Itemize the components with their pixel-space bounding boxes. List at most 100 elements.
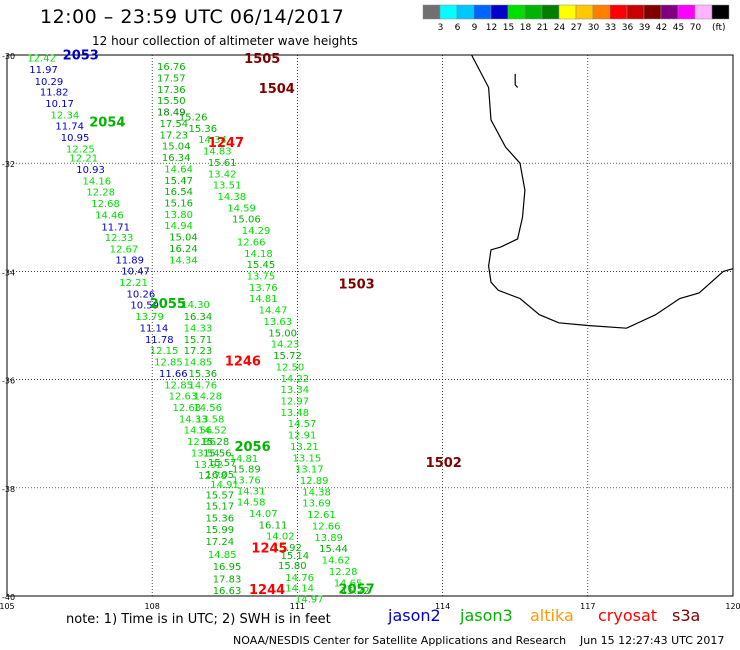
wave-height-value: 13.51 <box>213 181 242 192</box>
wave-height-value: 16.63 <box>213 586 242 597</box>
satellite-legend-s3a: s3a <box>672 606 701 625</box>
wave-height-value: 11.71 <box>101 222 130 233</box>
wave-height-value: 14.38 <box>302 487 331 498</box>
lon-tick-label: 120 <box>725 602 740 611</box>
wave-height-value: 14.76 <box>189 380 218 391</box>
wave-height-value: 14.64 <box>164 164 193 175</box>
wave-height-value: 14.81 <box>230 454 259 465</box>
wave-height-value: 14.14 <box>285 584 314 595</box>
wave-height-value: 18.49 <box>157 108 186 119</box>
wave-height-value: 15.06 <box>232 215 261 226</box>
wave-height-value: 17.36 <box>157 85 186 96</box>
wave-height-value: 14.23 <box>271 340 300 351</box>
wave-height-value: 16.11 <box>259 520 288 531</box>
wave-height-value: 13.42 <box>208 169 237 180</box>
wave-height-value: 12.25 <box>66 144 95 155</box>
island-outline <box>514 73 519 88</box>
wave-height-value: 12.63 <box>169 392 198 403</box>
colorbar-tick-label: 70 <box>690 23 702 33</box>
wave-height-value: 15.56 <box>203 448 232 459</box>
wave-height-value: 15.72 <box>273 351 302 362</box>
wave-height-value: 14.30 <box>181 300 210 311</box>
wave-height-value: 15.22 <box>341 586 370 597</box>
wave-height-value: 13.89 <box>314 533 343 544</box>
wave-height-value: 15.04 <box>169 233 198 244</box>
wave-height-value: 15.04 <box>162 142 191 153</box>
wave-height-value: 15.57 <box>205 491 234 502</box>
pass-number-label: 1505 <box>244 52 280 67</box>
lat-tick-label: -30 <box>2 52 15 61</box>
wave-height-value: 13.80 <box>164 210 193 221</box>
wave-height-value: 16.54 <box>164 187 193 198</box>
wave-height-value: 14.81 <box>249 294 278 305</box>
map-frame <box>6 54 734 597</box>
wave-height-value: 14.97 <box>295 594 324 605</box>
wave-height-value: 14.91 <box>210 480 239 491</box>
lat-tick-label: -38 <box>2 485 15 494</box>
credit-line: NOAA/NESDIS Center for Satellite Applica… <box>233 634 567 647</box>
wave-height-value: 15.92 <box>273 543 302 554</box>
wave-height-value: 14.56 <box>184 426 213 437</box>
pass-number-label: 1245 <box>251 542 287 557</box>
lon-tick-label: 114 <box>435 602 450 611</box>
wave-height-value: 12.66 <box>237 237 266 248</box>
wave-height-value: 17.23 <box>184 346 213 357</box>
pass-number-label: 1503 <box>339 278 375 293</box>
colorbar-tick-label: 18 <box>520 23 532 33</box>
colorbar-tick-label: 12 <box>486 23 497 33</box>
wave-height-value: 14.65 <box>334 578 363 589</box>
wave-height-value: 10.29 <box>35 77 64 88</box>
pass-number-label: 2054 <box>89 115 125 130</box>
wave-height-value: 16.34 <box>162 153 191 164</box>
wave-height-value: 15.44 <box>319 544 348 555</box>
colorbar-swatch <box>711 4 730 20</box>
wave-height-value: 12.85 <box>164 380 193 391</box>
pass-number-label: 1504 <box>259 82 295 97</box>
wave-height-value: 12.89 <box>300 476 329 487</box>
wave-height-value: 12.21 <box>119 278 148 289</box>
wave-height-value: 11.14 <box>140 323 169 334</box>
wave-height-value: 13.21 <box>290 442 319 453</box>
colorbar-tick-label: 24 <box>554 23 566 33</box>
wave-height-value: 14.83 <box>203 147 232 158</box>
wave-height-value: 14.52 <box>198 426 227 437</box>
pass-number-label: 2053 <box>63 48 99 63</box>
wave-height-value: 14.47 <box>259 306 288 317</box>
footnote: note: 1) Time is in UTC; 2) SWH is in fe… <box>66 612 331 627</box>
colorbar-tick-label: 21 <box>537 23 548 33</box>
wave-height-value: 12.86 <box>187 437 216 448</box>
wave-height-value: 14.18 <box>244 249 273 260</box>
colorbar-tick-label: 42 <box>656 23 667 33</box>
wave-height-value: 16.95 <box>213 562 242 573</box>
wave-height-value: 14.59 <box>227 203 256 214</box>
lat-tick-label: -34 <box>2 268 15 277</box>
wave-height-value: 11.78 <box>145 335 174 346</box>
colorbar-tick-label: 27 <box>571 23 582 33</box>
wave-height-value: 17.23 <box>159 130 188 141</box>
lat-tick-label: -40 <box>2 593 15 602</box>
wave-height-value: 13.92 <box>194 460 223 471</box>
wave-height-value: 14.38 <box>218 192 247 203</box>
wave-height-value: 12.42 <box>27 53 56 64</box>
wave-height-value: 14.33 <box>184 323 213 334</box>
pass-number-label: 1246 <box>225 355 261 370</box>
wave-height-value: 15.00 <box>268 328 297 339</box>
wave-height-value: 12.50 <box>276 362 305 373</box>
satellite-legend-altika: altika <box>530 606 574 625</box>
wave-height-value: 14.85 <box>208 550 237 561</box>
colorbar-tick-label: 15 <box>503 23 514 33</box>
wave-height-value: 13.58 <box>196 414 225 425</box>
wave-height-value: 12.21 <box>69 154 98 165</box>
wave-height-value: 13.48 <box>280 408 309 419</box>
wave-height-value: 11.97 <box>29 65 58 76</box>
wave-height-value: 12.66 <box>312 521 341 532</box>
wave-height-value: 13.75 <box>247 272 276 283</box>
colorbar-tick-label: 45 <box>673 23 684 33</box>
colorbar-tick-label: 3 <box>438 23 444 33</box>
wave-height-value: 14.46 <box>95 210 124 221</box>
wave-height-value: 15.16 <box>164 198 193 209</box>
wave-height-value: 15.71 <box>184 335 213 346</box>
wave-height-value: 12.61 <box>307 510 336 521</box>
wave-height-value: 14.34 <box>169 255 198 266</box>
